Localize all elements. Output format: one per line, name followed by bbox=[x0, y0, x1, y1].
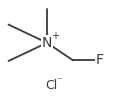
Text: ⁻: ⁻ bbox=[57, 76, 62, 86]
Text: F: F bbox=[96, 54, 104, 67]
Text: N: N bbox=[42, 36, 52, 50]
Text: Cl: Cl bbox=[45, 79, 57, 92]
Text: +: + bbox=[51, 30, 59, 41]
